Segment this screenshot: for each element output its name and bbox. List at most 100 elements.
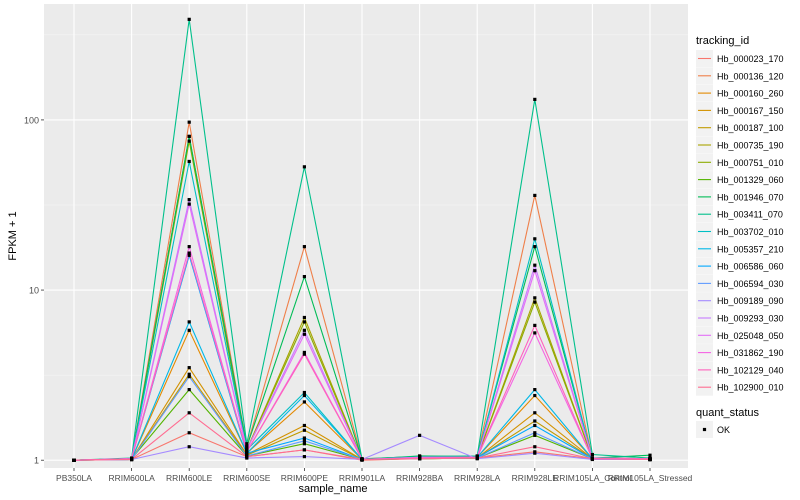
data-point [533,193,537,198]
legend-label: Hb_000751_010 [717,158,784,168]
y-tick-label: 100 [24,115,39,125]
legend-shape-title: quant_status [696,407,759,419]
x-tick-label: RRIM600SE [223,473,271,483]
data-point [187,139,191,143]
data-point [590,457,594,461]
data-point [302,274,306,279]
data-point [302,332,306,336]
x-axis-title: sample_name [298,483,367,495]
data-point [245,442,249,446]
data-point [590,452,594,457]
legend-label: Hb_003702_010 [717,227,784,237]
data-point [533,97,537,101]
data-point [130,457,134,462]
x-tick-label: RRIM105LA_Stressed [608,473,693,483]
data-point [302,315,306,320]
legend-label: Hb_025048_050 [717,331,784,341]
data-point [533,423,537,428]
legend-label: Hb_000187_100 [717,123,784,133]
legend-label: Hb_009189_090 [717,296,784,306]
legend-label: Hb_001946_070 [717,192,784,202]
data-point [418,457,422,461]
legend-label: Hb_031862_190 [717,348,784,358]
major-gridlines [44,4,688,468]
data-point [302,328,306,332]
data-point [533,445,537,449]
legend-label: Hb_009293_030 [717,314,784,324]
data-point [187,159,191,164]
data-point [533,388,537,392]
data-point [533,245,537,249]
legend-label: Hb_000735_190 [717,141,784,151]
x-tick-label: RRIM600PE [281,473,329,483]
data-point [187,372,191,376]
data-point [72,458,76,462]
data-point [302,442,306,446]
legend-label: Hb_000023_170 [717,54,784,64]
legend-title: tracking_id [696,35,749,47]
data-point [187,375,191,379]
data-point [533,331,537,335]
data-point [302,350,306,355]
data-point [360,457,364,462]
data-point [187,320,191,324]
minor-gridlines [44,34,688,376]
data-point [187,388,191,392]
data-point [302,400,306,404]
data-point [187,328,191,332]
legend-label: Hb_001329_060 [717,175,784,185]
series-points [72,17,652,462]
data-point [533,296,537,300]
x-tick-label: RRIM928BA [396,473,444,483]
data-point [533,431,537,435]
y-axis-title: FPKM + 1 [7,211,19,260]
data-point [187,445,191,449]
x-tick-label: PB350LA [56,473,92,483]
legend-shape-point [702,427,707,432]
legend-shape-items: OK [696,421,730,438]
data-point [302,165,306,169]
data-point [648,457,652,462]
legend-label: Hb_003411_070 [717,210,783,220]
y-tick-label: 1 [34,456,39,466]
data-point [302,448,306,452]
data-point [187,251,191,255]
legend: tracking_id Hb_000023_170 Hb_000136_120 Hb… [696,35,784,438]
x-tick-label: RRIM600LE [166,473,213,483]
legend-label: Hb_006586_060 [717,262,784,272]
data-point [187,253,191,257]
data-point [533,419,537,423]
legend-shape-label: OK [717,425,730,435]
data-point [648,453,652,457]
data-point [302,428,306,432]
data-point [302,436,306,440]
data-point [533,411,537,415]
plot-panel [44,4,688,468]
legend-label: Hb_102129_040 [717,365,784,375]
data-point [245,448,249,452]
data-point [187,198,191,202]
legend-items: Hb_000023_170 Hb_000136_120 Hb_000160_260 H… [696,50,784,396]
data-point [187,202,191,206]
data-point [302,423,306,428]
data-point [245,445,249,449]
data-point [475,456,479,460]
data-point [245,450,249,454]
data-point [302,245,306,249]
data-point [302,393,306,398]
legend-label: Hb_005357_210 [717,244,784,254]
x-tick-label: RRIM600LA [108,473,155,483]
data-point [533,323,537,327]
data-point [302,439,306,443]
legend-label: Hb_102900_010 [717,383,784,393]
data-point [533,263,537,267]
legend-label: Hb_000136_120 [717,71,784,81]
legend-label: Hb_000167_150 [717,106,784,116]
data-point [302,352,306,356]
x-tick-label: RRIM928LE [512,473,559,483]
data-point [533,300,537,304]
data-point [533,433,537,437]
data-point [302,455,306,459]
data-point [418,433,422,437]
data-point [187,17,191,21]
